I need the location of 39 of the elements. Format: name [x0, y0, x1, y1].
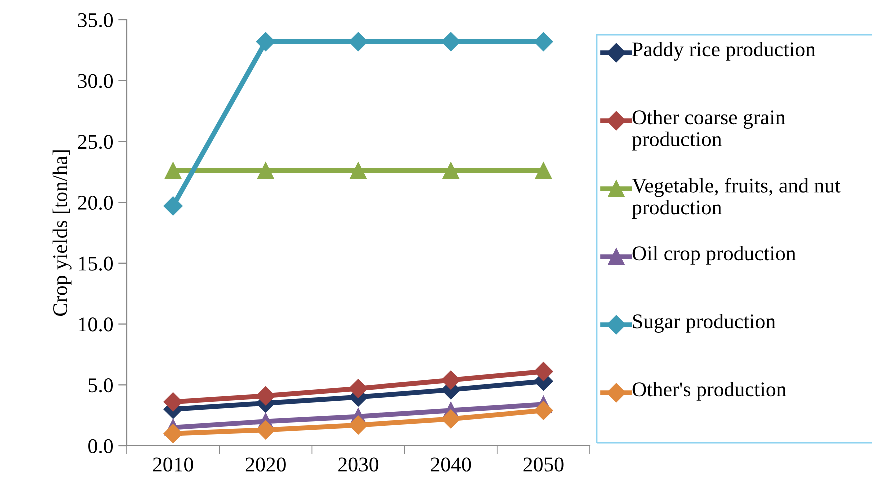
y-tick-label: 0.0 — [88, 439, 114, 454]
point — [534, 401, 554, 420]
y-tick-label: 15.0 — [79, 256, 114, 271]
point — [256, 420, 276, 440]
y-tick-label: 35.0 — [78, 13, 114, 28]
legend-label: Paddy rice production — [632, 42, 816, 61]
point — [442, 32, 461, 52]
point — [348, 379, 368, 398]
point — [348, 416, 368, 435]
y-tick-label: 5.0 — [88, 378, 114, 393]
point — [442, 410, 461, 429]
y-tick-label: 30.0 — [78, 74, 114, 88]
y-axis-title: Crop yields [ton/ha] — [52, 150, 72, 316]
legend-label: Sugar production — [633, 314, 776, 333]
x-tick-label: 2020 — [246, 458, 286, 472]
x-tick-label: 2030 — [338, 458, 379, 472]
point — [350, 162, 367, 180]
point — [534, 362, 554, 382]
point — [535, 162, 552, 180]
point — [534, 32, 554, 52]
legend-label: Vegetable, fruits, and nut production — [632, 178, 841, 219]
legend-label: Oil crop production — [632, 246, 796, 265]
point — [164, 196, 183, 216]
x-tick-label: 2050 — [524, 458, 564, 472]
point — [442, 162, 460, 180]
point — [258, 162, 274, 180]
y-tick-label: 10.0 — [79, 318, 114, 332]
legend-label: Other's production — [632, 382, 786, 401]
point — [442, 370, 461, 390]
legend-label: Other coarse grain production — [632, 110, 786, 151]
point — [164, 162, 182, 180]
y-tick-label: 25.0 — [78, 135, 114, 150]
point — [256, 386, 276, 406]
x-tick-label: 2010 — [153, 458, 194, 472]
point — [164, 424, 183, 444]
y-tick-label: 20.0 — [78, 196, 114, 210]
point — [256, 32, 276, 52]
point — [164, 392, 183, 412]
x-tick-label: 2040 — [431, 458, 472, 472]
